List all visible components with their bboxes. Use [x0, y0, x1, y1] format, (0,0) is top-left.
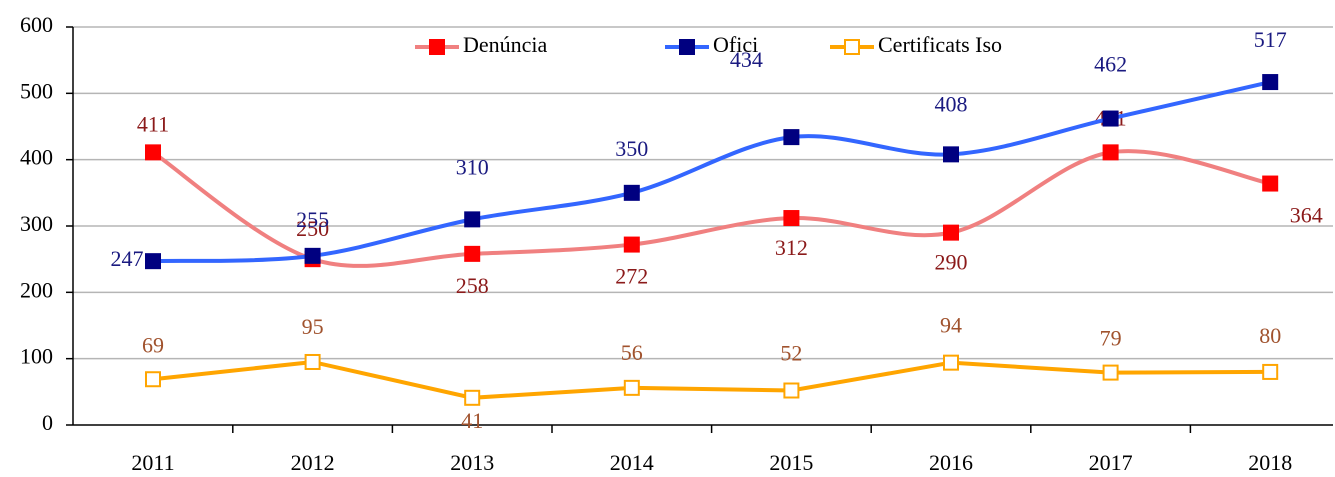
x-tick-label: 2017 — [1089, 450, 1133, 475]
line — [152, 359, 1271, 400]
data-label: 79 — [1100, 326, 1122, 351]
marker — [304, 247, 321, 264]
marker — [783, 129, 800, 146]
data-label: 247 — [111, 246, 144, 271]
data-label: 517 — [1254, 27, 1287, 52]
data-label: 364 — [1290, 203, 1323, 228]
marker — [623, 379, 640, 396]
marker — [1102, 364, 1119, 381]
data-label: 258 — [456, 273, 489, 298]
marker — [1102, 144, 1119, 161]
x-tick-label: 2016 — [929, 450, 973, 475]
y-tick-label: 200 — [20, 277, 53, 302]
data-label: 80 — [1259, 323, 1281, 348]
x-tick-label: 2014 — [610, 450, 654, 475]
marker — [623, 184, 640, 201]
series: 247 255 310 350 434 408 462 517 — [111, 27, 1287, 271]
marker — [783, 210, 800, 227]
marker — [145, 253, 161, 270]
marker — [943, 146, 959, 163]
marker — [943, 224, 959, 241]
data-label: 250 — [296, 216, 329, 241]
data-label: 56 — [621, 340, 643, 365]
data-label: 312 — [775, 235, 808, 260]
x-tick-label: 2015 — [769, 450, 813, 475]
marker — [1262, 175, 1279, 192]
data-label: 52 — [780, 341, 802, 366]
data-label: 462 — [1094, 52, 1127, 77]
x-tick-label: 2012 — [291, 450, 335, 475]
marker — [464, 211, 481, 228]
data-label: 350 — [615, 136, 648, 161]
legend-marker — [429, 39, 445, 55]
x-tick-label: 2013 — [450, 450, 494, 475]
y-tick-label: 400 — [20, 145, 53, 170]
data-label: 310 — [456, 154, 489, 179]
data-label: 434 — [730, 47, 763, 72]
data-label: 272 — [615, 264, 648, 289]
x-tick-label: 2011 — [131, 450, 174, 475]
marker — [145, 371, 161, 388]
data-label: 290 — [935, 250, 968, 275]
legend-marker — [844, 39, 860, 55]
series: 69 95 41 56 52 94 79 80 — [142, 313, 1281, 433]
line — [151, 149, 1271, 268]
marker — [1262, 74, 1279, 91]
legend-item: Denúncia — [415, 32, 548, 57]
marker — [1102, 110, 1119, 127]
y-tick-label: 0 — [42, 410, 53, 435]
legend-item: Ofici — [665, 32, 758, 57]
marker — [783, 382, 800, 399]
marker — [943, 354, 959, 371]
marker — [623, 236, 640, 253]
legend-label: Ofici — [713, 32, 758, 57]
legend-item: Certificats Iso — [830, 32, 1002, 57]
y-tick-label: 500 — [20, 78, 53, 103]
y-tick-label: 100 — [20, 344, 53, 369]
y-tick-label: 600 — [20, 12, 53, 37]
marker — [464, 245, 481, 262]
marker — [464, 389, 481, 406]
y-tick-label: 300 — [20, 211, 53, 236]
data-label: 408 — [935, 91, 968, 116]
data-label: 69 — [142, 332, 164, 357]
x-tick-label: 2018 — [1248, 450, 1292, 475]
legend-marker — [679, 39, 695, 55]
legend-label: Denúncia — [463, 32, 548, 57]
data-label: 95 — [302, 314, 324, 339]
legend-label: Certificats Iso — [878, 32, 1002, 57]
marker — [1262, 363, 1279, 380]
line — [152, 80, 1271, 264]
marker — [145, 144, 161, 161]
data-label: 255 — [296, 207, 329, 232]
data-label: 411 — [137, 111, 169, 136]
data-label: 94 — [940, 313, 962, 338]
data-label: 41 — [461, 408, 483, 433]
marker — [304, 353, 321, 370]
series: 411250258272312290411364 — [137, 105, 1323, 297]
